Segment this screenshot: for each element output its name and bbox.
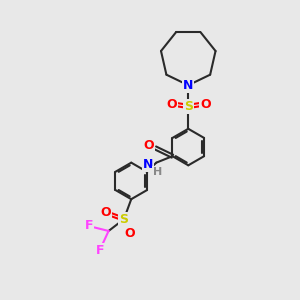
Text: O: O	[166, 98, 176, 111]
Text: O: O	[100, 206, 111, 219]
Text: F: F	[85, 220, 93, 232]
Text: H: H	[153, 167, 162, 177]
Text: O: O	[200, 98, 211, 111]
Text: F: F	[96, 244, 105, 257]
Text: S: S	[119, 213, 128, 226]
Text: N: N	[143, 158, 153, 171]
Text: O: O	[144, 139, 154, 152]
Text: N: N	[183, 79, 194, 92]
Text: S: S	[184, 100, 193, 113]
Text: O: O	[124, 227, 135, 240]
